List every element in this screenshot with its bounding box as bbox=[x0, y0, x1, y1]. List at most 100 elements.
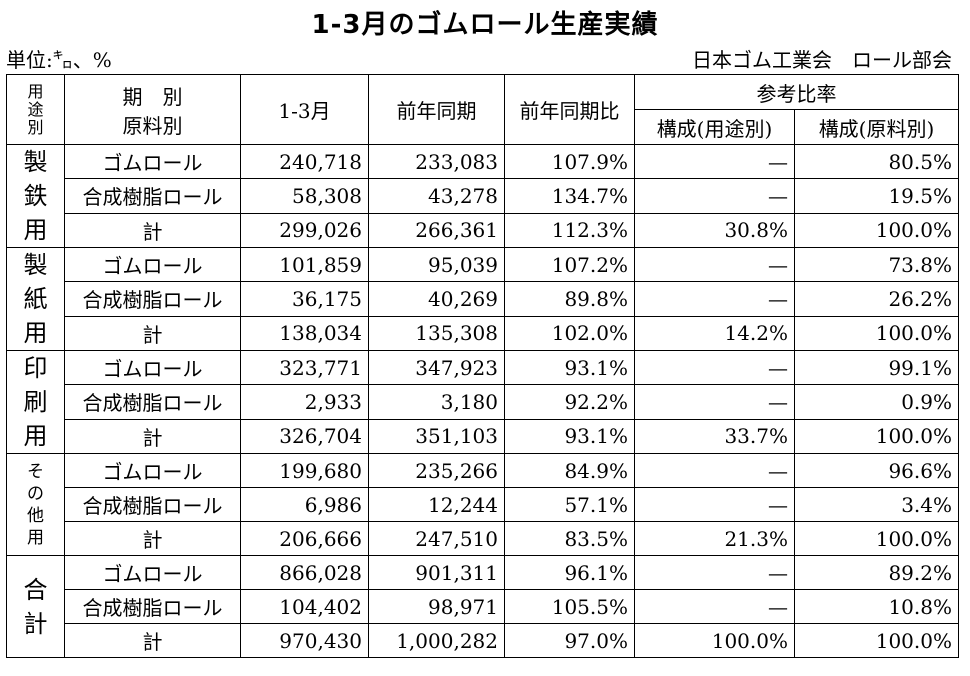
table-row: 計 970,430 1,000,282 97.0% 100.0% 100.0% bbox=[7, 623, 959, 658]
prev-year-value-cell: 235,266 bbox=[368, 453, 505, 488]
comp-material-cell: 0.9% bbox=[794, 384, 959, 420]
header-reference: 参考比率 bbox=[634, 74, 959, 110]
comp-usage-cell: — bbox=[634, 178, 795, 214]
roll-type-cell: 計 bbox=[64, 418, 241, 455]
comp-usage-cell: — bbox=[634, 589, 795, 624]
table-row: 製紙用 ゴムロール 101,859 95,039 107.2% —73.8% bbox=[6, 246, 959, 351]
comp-usage-cell: — bbox=[634, 487, 795, 522]
comp-usage-cell: 14.2% bbox=[634, 315, 795, 352]
table-row: 合成樹脂ロール 104,402 98,971 105.5% —10.8% bbox=[7, 589, 959, 624]
comp-material-cell: 100.0% bbox=[794, 418, 959, 455]
current-value-cell: 199,680 bbox=[240, 453, 369, 488]
prev-year-value-cell: 1,000,282 bbox=[368, 623, 505, 658]
comp-material-cell: 19.5% bbox=[794, 178, 959, 214]
table-row: 合成樹脂ロール 58,308 43,278 134.7% —19.5% bbox=[7, 178, 959, 214]
prev-year-value-cell: 351,103 bbox=[368, 418, 505, 455]
roll-type-cell: 合成樹脂ロール bbox=[64, 384, 241, 420]
comp-material-cell: 80.5% bbox=[794, 143, 959, 180]
comp-material-cell: 73.8% bbox=[794, 246, 959, 283]
roll-type-cell: 合成樹脂ロール bbox=[64, 487, 241, 522]
comp-material-cell: 26.2% bbox=[794, 281, 959, 317]
prev-year-value-cell: 247,510 bbox=[368, 521, 505, 556]
roll-type-cell: ゴムロール bbox=[64, 246, 241, 283]
usage-cell: 印刷用 bbox=[6, 350, 65, 454]
comp-material-cell: 100.0% bbox=[794, 212, 959, 249]
comp-material-cell: 100.0% bbox=[794, 521, 959, 556]
comp-usage-cell: 33.7% bbox=[634, 418, 795, 455]
ratio-cell: 57.1% bbox=[504, 487, 635, 522]
table-row: 製鉄用 ゴムロール 240,718 233,083 107.9% —80.5% bbox=[6, 143, 959, 248]
current-value-cell: 101,859 bbox=[240, 246, 369, 283]
usage-cell: その他用 bbox=[6, 453, 65, 556]
header-usage-text: 用途別 bbox=[27, 81, 44, 137]
comp-usage-cell: — bbox=[634, 384, 795, 420]
table-row: 合成樹脂ロール 2,933 3,180 92.2% —0.9% bbox=[7, 384, 959, 420]
current-value-cell: 2,933 bbox=[240, 384, 369, 420]
comp-usage-cell: — bbox=[634, 349, 795, 386]
table-row: 合計 ゴムロール 866,028 901,311 96.1% —89.2% bbox=[6, 555, 959, 658]
usage-label: 製鉄用 bbox=[23, 148, 48, 244]
comp-usage-cell: — bbox=[634, 453, 795, 488]
ratio-cell: 96.1% bbox=[504, 555, 635, 590]
table-body: 製鉄用 ゴムロール 240,718 233,083 107.9% —80.5% 合成樹脂ロー… bbox=[6, 143, 959, 658]
current-value-cell: 970,430 bbox=[240, 623, 369, 658]
current-value-cell: 138,034 bbox=[240, 315, 369, 352]
roll-type-cell: ゴムロール bbox=[64, 453, 241, 488]
comp-usage-cell: 21.3% bbox=[634, 521, 795, 556]
ratio-cell: 92.2% bbox=[504, 384, 635, 420]
header-category: 期 別 原料別 bbox=[64, 74, 241, 145]
header-ratio: 前年同期比 bbox=[504, 74, 635, 145]
ratio-cell: 93.1% bbox=[504, 349, 635, 386]
ratio-cell: 134.7% bbox=[504, 178, 635, 214]
table-row: 計 299,026 266,361 112.3% 30.8% 100.0% bbox=[7, 212, 959, 249]
comp-usage-cell: 30.8% bbox=[634, 212, 795, 249]
prev-year-value-cell: 40,269 bbox=[368, 281, 505, 317]
table-row: 計 326,704 351,103 93.1% 33.7% 100.0% bbox=[7, 418, 959, 455]
comp-usage-cell: — bbox=[634, 143, 795, 180]
current-value-cell: 299,026 bbox=[240, 212, 369, 249]
roll-type-cell: ゴムロール bbox=[64, 143, 241, 180]
prev-year-value-cell: 3,180 bbox=[368, 384, 505, 420]
prev-year-value-cell: 347,923 bbox=[368, 349, 505, 386]
usage-label: 印刷用 bbox=[23, 354, 48, 450]
comp-usage-cell: — bbox=[634, 555, 795, 590]
prev-year-value-cell: 43,278 bbox=[368, 178, 505, 214]
page-title: 1-3月のゴムロール生産実績 bbox=[311, 10, 659, 40]
usage-cell: 製鉄用 bbox=[6, 144, 65, 248]
table-row: 合成樹脂ロール 6,986 12,244 57.1% —3.4% bbox=[7, 487, 959, 522]
comp-usage-cell: 100.0% bbox=[634, 623, 795, 658]
current-value-cell: 866,028 bbox=[240, 555, 369, 590]
current-value-cell: 206,666 bbox=[240, 521, 369, 556]
roll-type-cell: ゴムロール bbox=[64, 555, 241, 590]
table-row: 印刷用 ゴムロール 323,771 347,923 93.1% —99.1% bbox=[6, 349, 959, 454]
current-value-cell: 36,175 bbox=[240, 281, 369, 317]
production-table: 用途別 期 別 原料別 1-3月 前年同期 前年同期比 参考比率 構成(用途別)… bbox=[6, 74, 959, 658]
roll-type-cell: 計 bbox=[64, 315, 241, 352]
current-value-cell: 240,718 bbox=[240, 143, 369, 180]
header-current: 1-3月 bbox=[240, 74, 369, 145]
prev-year-value-cell: 266,361 bbox=[368, 212, 505, 249]
current-value-cell: 58,308 bbox=[240, 178, 369, 214]
comp-material-cell: 3.4% bbox=[794, 487, 959, 522]
table-row: 計 206,666 247,510 83.5% 21.3% 100.0% bbox=[7, 521, 959, 556]
header-usage: 用途別 bbox=[6, 74, 65, 145]
comp-usage-cell: — bbox=[634, 246, 795, 283]
ratio-cell: 112.3% bbox=[504, 212, 635, 249]
roll-type-cell: 計 bbox=[64, 521, 241, 556]
comp-material-cell: 96.6% bbox=[794, 453, 959, 488]
header-category-line2: 原料別 bbox=[122, 113, 183, 138]
table-row: 計 138,034 135,308 102.0% 14.2% 100.0% bbox=[7, 315, 959, 352]
ratio-cell: 107.9% bbox=[504, 143, 635, 180]
ratio-cell: 105.5% bbox=[504, 589, 635, 624]
comp-material-cell: 99.1% bbox=[794, 349, 959, 386]
table-row: 合成樹脂ロール 36,175 40,269 89.8% —26.2% bbox=[7, 281, 959, 317]
roll-type-cell: 合成樹脂ロール bbox=[64, 589, 241, 624]
current-value-cell: 326,704 bbox=[240, 418, 369, 455]
roll-type-cell: 合成樹脂ロール bbox=[64, 281, 241, 317]
usage-cell: 製紙用 bbox=[6, 247, 65, 351]
prev-year-value-cell: 233,083 bbox=[368, 143, 505, 180]
usage-label: 合計 bbox=[23, 575, 48, 638]
usage-label: 製紙用 bbox=[23, 251, 48, 347]
current-value-cell: 323,771 bbox=[240, 349, 369, 386]
usage-cell: 合計 bbox=[6, 555, 65, 658]
